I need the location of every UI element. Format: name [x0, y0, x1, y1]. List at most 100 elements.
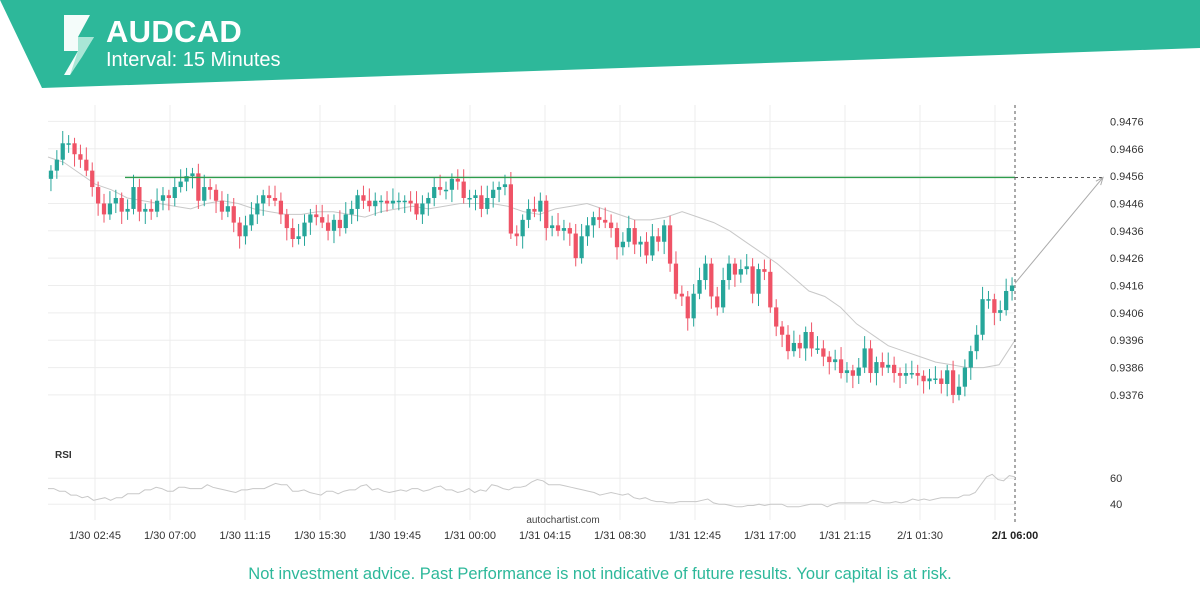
candle [909, 360, 914, 379]
candle [785, 325, 791, 360]
candle [579, 223, 584, 264]
candle [956, 374, 962, 401]
candle [756, 263, 761, 307]
candle [249, 202, 254, 231]
header-banner [0, 0, 1200, 88]
candle [915, 364, 920, 386]
candle [491, 181, 496, 208]
price-tick-label: 0.9476 [1110, 116, 1144, 128]
candle [927, 368, 932, 390]
disclaimer: Not investment advice. Past Performance … [248, 565, 952, 583]
price-axis: 0.9476 0.9466 0.9456 0.9446 0.9436 0.9426 0.94… [1110, 116, 1144, 402]
candle [137, 178, 142, 222]
candle [208, 178, 213, 200]
candle [473, 189, 478, 211]
candle [538, 192, 543, 222]
candle [939, 370, 944, 394]
candle [408, 191, 413, 212]
candle [874, 356, 879, 386]
candle [744, 254, 749, 275]
candle [1004, 278, 1009, 316]
candle [361, 185, 366, 209]
current-time-label: 2/1 06:00 [992, 530, 1038, 542]
candle [143, 203, 148, 224]
candle [455, 169, 460, 190]
candle [508, 172, 513, 240]
time-tick-label: 1/31 12:45 [669, 530, 721, 542]
candle [373, 192, 378, 216]
candle [856, 357, 861, 384]
candle [768, 259, 773, 313]
candle [573, 223, 578, 267]
price-tick-label: 0.9416 [1110, 281, 1144, 293]
symbol-title: AUDCAD [106, 14, 243, 49]
time-tick-label: 1/31 08:30 [594, 530, 646, 542]
moving-average [47, 156, 1016, 369]
candle [426, 192, 431, 216]
candle [644, 232, 649, 264]
candle [48, 165, 54, 192]
candle [432, 177, 437, 207]
candle [402, 195, 407, 214]
candle [726, 255, 732, 290]
candle [992, 293, 997, 326]
candle [791, 330, 797, 357]
candle [797, 334, 802, 358]
time-tick-label: 1/30 19:45 [369, 530, 421, 542]
time-tick-label: 2/1 01:30 [897, 530, 943, 542]
candle [272, 185, 278, 207]
candle [962, 359, 968, 397]
time-axis: 1/30 02:45 1/30 07:00 1/30 11:15 1/30 15:30… [69, 530, 1038, 542]
rsi-tick-label: 60 [1110, 473, 1122, 485]
candle [414, 191, 419, 220]
candle [608, 214, 614, 238]
candle [213, 184, 219, 214]
candle [261, 189, 266, 216]
candle [107, 191, 113, 220]
candle [897, 367, 903, 389]
candle [597, 207, 602, 229]
candle [131, 174, 136, 215]
candle [496, 181, 502, 203]
time-tick-label: 1/30 02:45 [69, 530, 121, 542]
candle [656, 228, 661, 252]
candle [679, 285, 684, 307]
candle [614, 222, 620, 260]
candle [231, 197, 236, 233]
candle [892, 356, 897, 383]
candle [903, 363, 909, 384]
candle [974, 325, 979, 360]
candle [662, 219, 667, 255]
candle [166, 189, 171, 211]
candle [850, 364, 855, 389]
candle [933, 366, 938, 384]
candle [314, 204, 319, 226]
projection-arrow-head [1095, 176, 1104, 186]
autochartist-logo [64, 15, 94, 75]
rsi-panel: 60 40 [48, 473, 1122, 511]
candle [320, 204, 325, 229]
candle [343, 202, 348, 234]
candle [196, 163, 201, 209]
price-tick-label: 0.9376 [1110, 390, 1144, 402]
candle [738, 259, 743, 283]
resistance-levels [125, 105, 1104, 522]
price-tick-label: 0.9396 [1110, 335, 1144, 347]
candle [998, 300, 1003, 322]
price-tick-label: 0.9386 [1110, 363, 1144, 375]
candle [603, 207, 608, 229]
candle [514, 225, 519, 246]
candle [296, 223, 301, 245]
candle [809, 322, 814, 357]
candle [945, 364, 950, 397]
price-tick-label: 0.9406 [1110, 308, 1144, 320]
candle [520, 214, 525, 249]
candle [844, 362, 850, 383]
candle [119, 192, 124, 224]
candle [149, 199, 154, 220]
candle [225, 193, 230, 218]
candle [880, 352, 885, 376]
time-tick-label: 1/30 15:30 [294, 530, 346, 542]
candle [243, 215, 248, 245]
candle [467, 189, 472, 208]
